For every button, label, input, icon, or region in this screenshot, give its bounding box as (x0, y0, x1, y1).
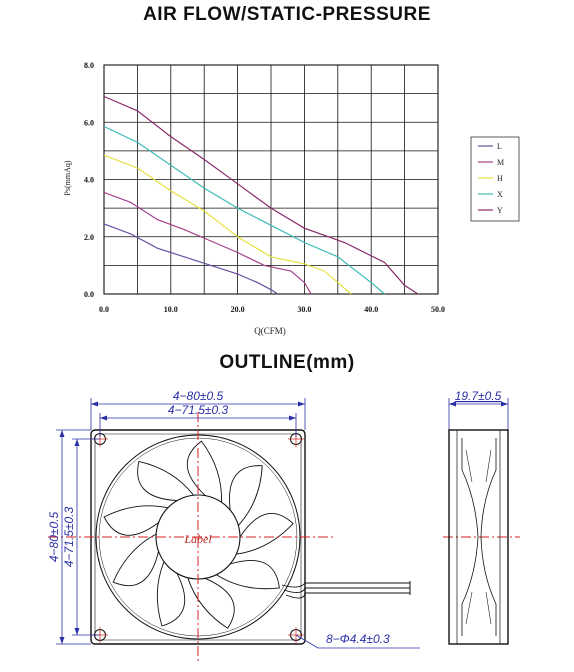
airflow-title: AIR FLOW/STATIC-PRESSURE (143, 4, 431, 25)
fan-blade (137, 460, 195, 502)
fan-cable-3 (285, 592, 410, 599)
x-tick-label: 10.0 (164, 305, 178, 314)
arrow (449, 401, 456, 407)
airflow-pressure-chart: 0.0 10.0 20.0 30.0 40.0 50.0 0.02.04.06.08.0 … (63, 61, 520, 336)
legend-label-l: L (497, 142, 502, 151)
fan-blade (187, 577, 235, 629)
arrow (74, 439, 80, 446)
dim-left-inner-text: 4−71.5±0.3 (62, 507, 76, 568)
fan-blades (103, 440, 294, 629)
fan-blade (186, 440, 222, 503)
y-tick-label: 6.0 (84, 118, 94, 127)
side-venturi-left (461, 438, 479, 636)
chart-series (103, 95, 419, 295)
side-venturi-right (480, 438, 497, 636)
series-line-m (103, 191, 312, 295)
arrow (289, 415, 296, 421)
x-tick-label: 30.0 (297, 305, 311, 314)
outline-title: OUTLINE(mm) (219, 352, 355, 373)
arrow (100, 415, 107, 421)
x-tick-labels: 0.0 10.0 20.0 30.0 40.0 50.0 (99, 305, 445, 314)
dim-top-outer-text: 4−80±0.5 (173, 389, 224, 403)
fan-blade (229, 465, 263, 527)
dim-top-inner-text: 4−71.5±0.3 (168, 403, 229, 417)
series-line-l (103, 223, 279, 295)
side-detail (485, 449, 492, 483)
side-detail (465, 591, 473, 625)
dimension-lines (56, 398, 509, 649)
dim-thickness-text: 19.7±0.5 (455, 389, 502, 403)
x-axis-label: Q(CFM) (254, 326, 286, 336)
y-tick-label: 2.0 (84, 233, 94, 242)
y-tick-label: 0.0 (84, 290, 94, 299)
y-axis-label: Ps(mmAq) (63, 160, 72, 195)
fan-blade (235, 513, 294, 555)
x-tick-label: 40.0 (364, 305, 378, 314)
arrow (59, 430, 65, 437)
arrow (501, 401, 508, 407)
legend-box (470, 136, 520, 222)
fan-blade (215, 560, 280, 590)
side-detail (465, 449, 473, 483)
x-tick-label: 0.0 (99, 305, 109, 314)
series-line-x (103, 125, 385, 295)
legend-label-m: M (497, 158, 504, 167)
legend-label-y: Y (497, 206, 503, 215)
series-line-y (103, 95, 419, 295)
arrow (91, 401, 98, 407)
y-tick-label: 4.0 (84, 176, 94, 185)
arrow (59, 637, 65, 644)
center-lines (48, 412, 520, 662)
fan-cable-2 (283, 587, 410, 593)
fan-side-view (448, 429, 509, 645)
series-line-h (103, 154, 352, 295)
fan-cable-1 (281, 582, 410, 588)
dim-left-outer-text: 4−80±0.5 (47, 512, 61, 563)
arrow (298, 401, 305, 407)
x-tick-label: 20.0 (231, 305, 245, 314)
fan-blade (156, 560, 186, 627)
hole-leader (295, 634, 319, 649)
side-frame (448, 429, 509, 645)
y-tick-labels: 0.0 2.0 4.0 6.0 8.0 (84, 61, 94, 299)
fan-blade (103, 505, 169, 536)
legend-label-x: X (497, 190, 503, 199)
y-tick-label: 8.0 (84, 61, 94, 70)
arrow (74, 628, 80, 635)
x-tick-label: 50.0 (431, 305, 445, 314)
legend-label-h: H (497, 174, 503, 183)
side-detail (485, 591, 492, 625)
dim-hole-text: 8−Φ4.4±0.3 (326, 632, 390, 646)
fan-blade (112, 533, 159, 587)
